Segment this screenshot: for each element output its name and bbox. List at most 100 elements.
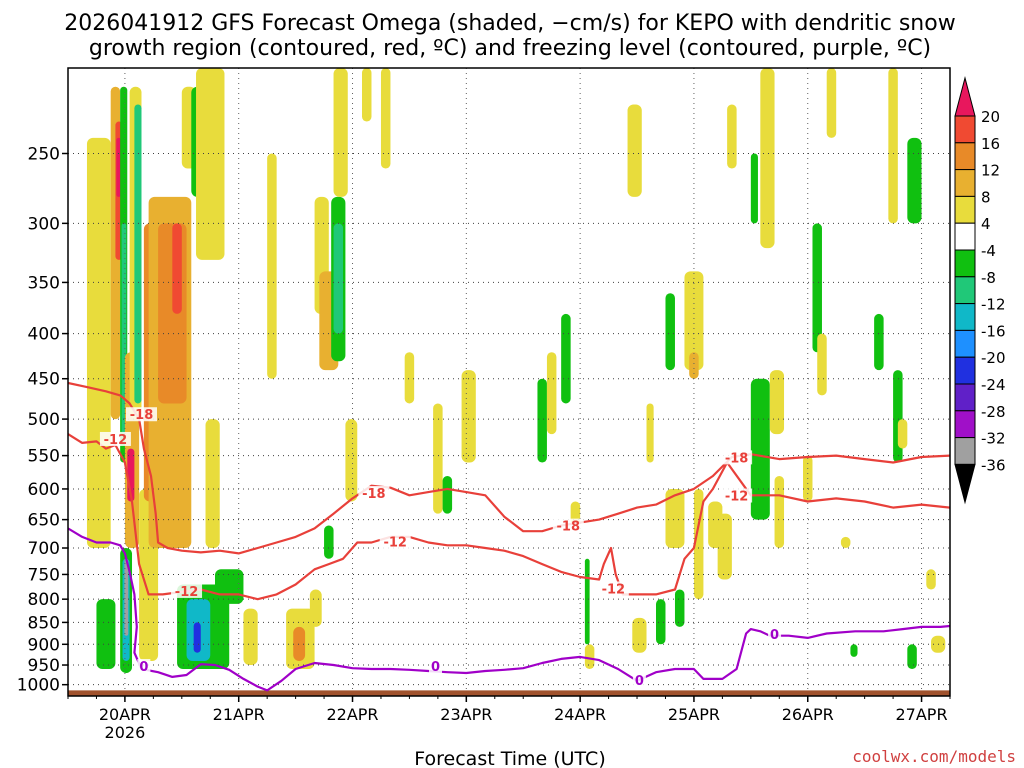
omega-cell [812,223,822,353]
colorbar-band [954,115,976,144]
credit-text[interactable]: coolwx.com/models [852,747,1016,766]
contour-labels: -18-12-12-18-12-18-12-18-120 000 [99,407,782,689]
colorbar-label: -28 [981,403,1006,421]
contour-label: -18 [557,520,581,535]
colorbar-label: -24 [981,376,1006,394]
y-tick-label: 450 [28,370,60,390]
y-tick-label: 350 [28,273,60,293]
contour-label-bg [768,626,782,641]
omega-cell [907,644,917,670]
omega-cell [86,137,111,549]
omega-cell [774,475,785,549]
y-tick-label: 500 [28,410,60,430]
omega-cell [267,153,277,379]
title-line-1: 2026041912 GFS Forecast Omega (shaded, −… [64,11,955,36]
colorbar-bottom-arrow [954,463,976,505]
y-tick-label: 800 [28,590,60,610]
colorbar-band [954,222,976,251]
omega-cell [442,475,453,514]
colorbar-label: 20 [981,108,1000,126]
contour-label-bg [137,659,151,674]
omega-cell [656,599,666,645]
x-tick-label: 23APR [440,705,492,724]
omega-cell [205,419,220,549]
contour-label: 0 [431,660,440,675]
x-tick-label: 27APR [896,705,948,724]
y-tick-label: 650 [28,511,60,531]
terrain-fill [68,690,950,696]
colorbar-band [954,303,976,331]
colorbar-label: -36 [981,456,1006,474]
y-tick-label: 950 [28,656,60,676]
colorbar-label: 8 [981,188,991,206]
contour-label: 0 [770,628,779,643]
omega-cell [134,104,142,404]
contour-label: -12 [104,433,128,448]
omega-cell [926,569,936,590]
y-tick-label: 900 [28,635,60,655]
contour-label-bg [721,450,753,465]
colorbar-band [954,437,976,465]
omega-cell [96,599,116,670]
omega-cell [561,313,571,404]
colorbar-label: -32 [981,430,1006,448]
colorbar-label: -16 [981,322,1006,340]
omega-cell [840,536,851,549]
omega-cell [897,419,908,449]
omega-cell [874,313,884,371]
contour-label-bg [632,672,646,687]
omega-cell [324,525,334,559]
omega-cell [893,370,903,463]
omega-cell [193,622,201,653]
x-tick-label: 20APR [99,705,151,724]
y-axis: 2503003504004505005506006507007508008509… [17,144,68,696]
colorbar-label: 12 [981,162,1000,180]
contour-label-bg [721,488,753,503]
y-tick-label: 700 [28,539,60,559]
omega-cell [584,644,595,670]
omega-cell [196,68,225,260]
contour-label: -18 [362,487,386,502]
omega-cell [309,589,322,627]
y-tick-label: 1000 [17,676,60,696]
contour-label: -18 [725,451,749,466]
omega-cell [674,589,685,627]
y-tick-label: 250 [28,144,60,164]
omega-cell [333,68,348,197]
y-tick-label: 300 [28,214,60,234]
y-tick-label: 850 [28,613,60,633]
contour-label-bg [429,659,442,674]
colorbar-band [954,383,976,412]
contour-label: 0 [139,660,148,675]
omega-cell [727,104,737,169]
colorbar-band [954,169,976,197]
omega-cell [888,68,898,224]
colorbar-label: -4 [981,242,996,260]
colorbar-band [954,195,976,224]
y-tick-label: 400 [28,325,60,345]
colorbar: 20 16 12 8 4 -4 -8 -12 -16 -20 -24 -28 -32 -36 [954,76,1006,505]
omega-cell [461,370,476,463]
contour-label: 0 [635,674,644,689]
omega-cell [404,352,415,404]
colorbar-label: -8 [981,269,996,287]
x-tick-label: 25APR [668,705,720,724]
title-line-2: growth region (contoured, red, ºC) and f… [89,36,931,61]
omega-cell [760,68,775,249]
colorbar-band [954,249,976,278]
omega-cell [632,617,647,653]
omega-cell [537,378,547,463]
contour-label-bg [171,583,203,598]
contour-label: -12 [725,490,749,505]
omega-cell [817,333,827,396]
colorbar-label: 4 [981,215,991,233]
colorbar-label: 16 [981,135,1000,153]
omega-cell [646,403,654,463]
omega-cell [362,68,372,122]
x-tick-label: 26APR [782,705,834,724]
colorbar-top-arrow [954,76,976,117]
colorbar-band [954,329,976,358]
omega-cell [584,558,590,645]
y-tick-label: 600 [28,480,60,500]
